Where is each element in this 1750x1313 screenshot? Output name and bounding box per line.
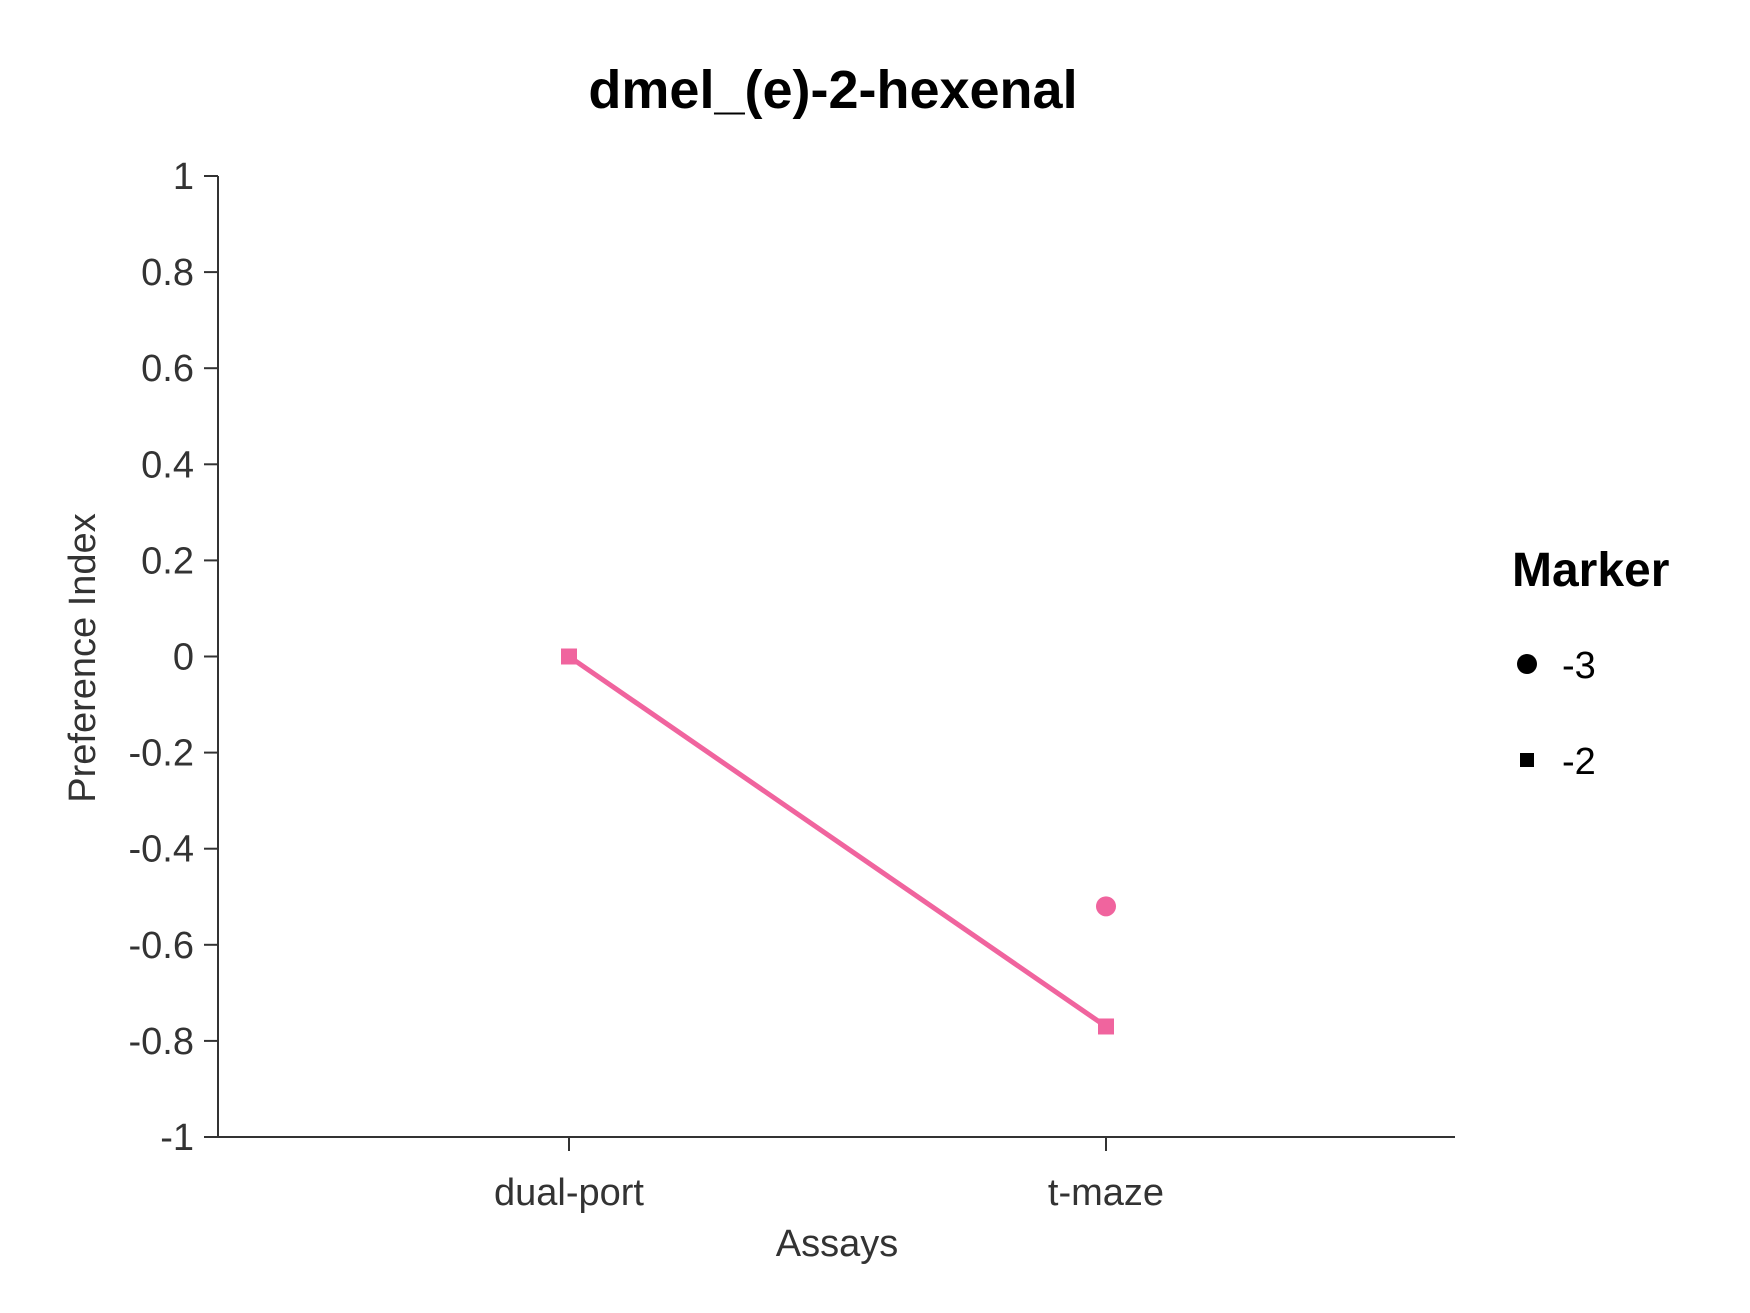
- y-tick-label: -0.8: [129, 1021, 194, 1063]
- y-axis-label: Preference Index: [62, 513, 104, 802]
- y-axis: 1 0.8 0.6 0.4 0.2 0 -0.2 -0.4 -0.6 -0.8 -1: [129, 156, 219, 1159]
- y-tick-label: -0.2: [129, 733, 194, 775]
- y-tick-label: 1: [173, 156, 194, 198]
- data-point-square: [1098, 1018, 1114, 1035]
- y-tick-label: 0.6: [141, 348, 194, 390]
- y-tick-label: 0.4: [141, 444, 194, 486]
- y-tick-label: -0.4: [129, 829, 194, 871]
- legend-title: Marker: [1512, 544, 1669, 597]
- data-point-square: [561, 648, 577, 665]
- legend-label: -3: [1562, 645, 1596, 687]
- chart-title: dmel_(e)-2-hexenal: [588, 60, 1077, 120]
- legend-marker-square: [1520, 753, 1534, 767]
- y-tick-label: -0.6: [129, 925, 194, 967]
- y-tick-label: 0: [173, 637, 194, 679]
- x-tick-label: t-maze: [1048, 1172, 1164, 1214]
- plot-area: [561, 648, 1116, 1035]
- y-tick-label: 0.8: [141, 252, 194, 294]
- legend: Marker -3 -2: [1512, 544, 1669, 783]
- x-axis-label: Assays: [776, 1223, 898, 1265]
- series-line--2: [567, 654, 1108, 1029]
- data-point-circle: [1096, 896, 1116, 917]
- y-tick-label: -1: [160, 1117, 194, 1159]
- x-tick-label: dual-port: [494, 1172, 644, 1214]
- legend-label: -2: [1562, 741, 1596, 783]
- legend-marker-circle: [1517, 654, 1537, 674]
- y-tick-label: 0.2: [141, 540, 194, 582]
- x-axis: dual-port t-maze: [204, 1136, 1455, 1214]
